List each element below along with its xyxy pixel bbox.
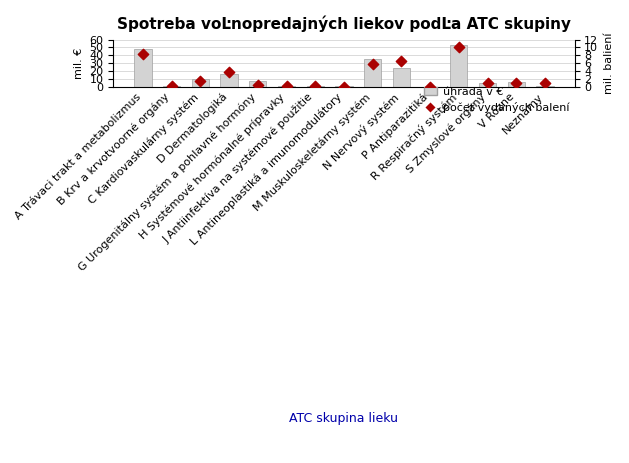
Legend: úhrada v €, počet vydaných balení: úhrada v €, počet vydaných balení — [424, 87, 569, 113]
Bar — [220, 74, 238, 87]
Point — [196, 77, 206, 85]
Bar — [479, 83, 496, 87]
Bar — [192, 79, 209, 87]
Point — [310, 82, 320, 90]
Bar — [364, 59, 381, 87]
Point — [425, 83, 435, 90]
Point — [396, 57, 406, 65]
Point — [454, 44, 464, 51]
Bar — [249, 81, 267, 87]
Point — [367, 61, 377, 68]
Y-axis label: mil. €: mil. € — [74, 48, 84, 79]
Bar — [508, 82, 525, 87]
Point — [339, 83, 349, 90]
Point — [224, 68, 234, 75]
Bar — [134, 49, 152, 87]
X-axis label: ATC skupina lieku: ATC skupina lieku — [289, 412, 398, 425]
Point — [540, 80, 550, 87]
Bar — [163, 86, 181, 87]
Point — [253, 81, 263, 88]
Bar — [450, 45, 467, 87]
Point — [138, 50, 148, 57]
Point — [482, 80, 493, 87]
Title: Spotreba voĿnopredajných liekov podĿa ATC skupiny: Spotreba voĿnopredajných liekov podĿa AT… — [117, 15, 571, 31]
Point — [282, 82, 292, 90]
Point — [511, 79, 521, 87]
Point — [167, 82, 177, 90]
Bar — [392, 68, 410, 87]
Y-axis label: mil. baliení: mil. baliení — [604, 32, 614, 94]
